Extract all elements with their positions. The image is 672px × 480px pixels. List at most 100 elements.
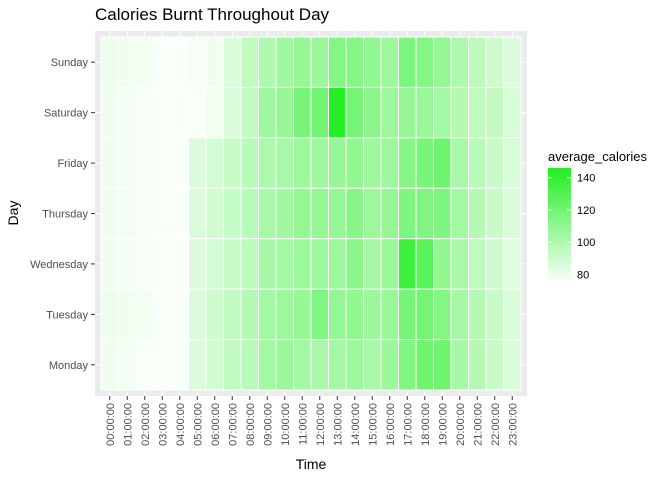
heatmap-cell [433,238,452,290]
heatmap-cell [188,187,207,240]
y-tick-label: Thursday [42,209,88,221]
x-tick-label: 11:00:00 [297,403,309,445]
x-tick-label: 13:00:00 [332,403,344,446]
x-tick-label: 04:00:00 [175,403,187,446]
heatmap-cell [170,36,189,88]
heatmap-cell [135,238,154,290]
x-tick-label: 19:00:00 [437,403,449,446]
legend-colorbar [548,168,571,284]
y-tick-label: Saturday [44,108,89,120]
heatmap-cell [433,36,452,88]
heatmap-cell [100,86,119,139]
heatmap-cells [95,31,527,396]
heatmap-cell [468,36,487,88]
heatmap-cell [433,288,452,341]
heatmap-cell [223,288,242,341]
heatmap-cell [258,288,277,341]
x-tick-label: 21:00:00 [472,403,484,446]
heatmap-cell [275,339,294,391]
x-tick-label: 17:00:00 [402,403,414,446]
heatmap-cell [503,36,522,88]
heatmap-cell [398,86,417,139]
heatmap-cell [205,187,224,240]
heatmap-cell [485,187,504,240]
y-tick-label: Tuesday [46,309,88,321]
heatmap-cell [328,238,347,290]
heatmap-cell [503,137,522,189]
heatmap-cell [170,137,189,189]
x-tick-label: 01:00:00 [122,403,134,446]
y-axis-title: Day [5,201,21,226]
heatmap-cell [135,86,154,139]
heatmap-cell [328,288,347,341]
heatmap-cell [345,137,364,189]
heatmap-cell [485,288,504,341]
heatmap-cell [415,288,434,341]
heatmap-cell [275,36,294,88]
heatmap-cell [345,238,364,290]
legend-tick-label: 120 [577,205,595,217]
heatmap-cell [398,288,417,341]
heatmap-cell [398,187,417,240]
heatmap-cell [398,339,417,391]
heatmap-cell [240,137,259,189]
heatmap-cell [310,36,329,88]
heatmap-cell [258,137,277,189]
heatmap-cell [240,238,259,290]
heatmap-cell [398,137,417,189]
x-axis-title: Time [296,456,327,472]
heatmap-cell [328,137,347,189]
heatmap-cell [450,339,469,391]
x-tick-label: 16:00:00 [385,403,397,446]
heatmap-cell [275,238,294,290]
legend-title: average_calories [548,149,648,164]
heatmap-cell [450,238,469,290]
x-tick-label: 00:00:00 [105,403,117,446]
x-tick-label: 12:00:00 [315,403,327,446]
heatmap-cell [188,36,207,88]
heatmap-cell [258,339,277,391]
heatmap-cell [135,137,154,189]
heatmap-cell [153,36,172,88]
x-tick-label: 03:00:00 [157,403,169,446]
heatmap-cell [205,339,224,391]
heatmap-cell [223,36,242,88]
heatmap-cell [188,339,207,391]
heatmap-cell [170,238,189,290]
heatmap-cell [468,86,487,139]
heatmap-cell [415,339,434,391]
heatmap-cell [450,137,469,189]
heatmap-cell [415,238,434,290]
heatmap-cell [468,187,487,240]
heatmap-cell [485,86,504,139]
heatmap-cell [310,187,329,240]
heatmap-cell [293,339,312,391]
heatmap-cell [135,187,154,240]
heatmap-cell [398,238,417,290]
heatmap-cell [468,238,487,290]
x-tick-label: 22:00:00 [490,403,502,446]
heatmap-cell [135,36,154,88]
heatmap-cell [503,86,522,139]
heatmap-cell [223,238,242,290]
heatmap-cell [240,86,259,139]
heatmap-cell [188,288,207,341]
heatmap-cell [153,288,172,341]
heatmap-cell [363,288,382,341]
heatmap-cell [240,36,259,88]
x-tick-label: 23:00:00 [507,403,519,446]
heatmap-cell [310,86,329,139]
heatmap-cell [328,339,347,391]
x-tick-label: 02:00:00 [140,403,152,446]
heatmap-cell [363,187,382,240]
heatmap-cell [415,187,434,240]
heatmap-cell [328,86,347,139]
heatmap-cell [100,288,119,341]
heatmap-cell [153,339,172,391]
heatmap-cell [450,187,469,240]
heatmap-cell [380,339,399,391]
heatmap-cell [153,238,172,290]
heatmap-cell [100,238,119,290]
heatmap-cell [415,137,434,189]
heatmap-cell [293,137,312,189]
